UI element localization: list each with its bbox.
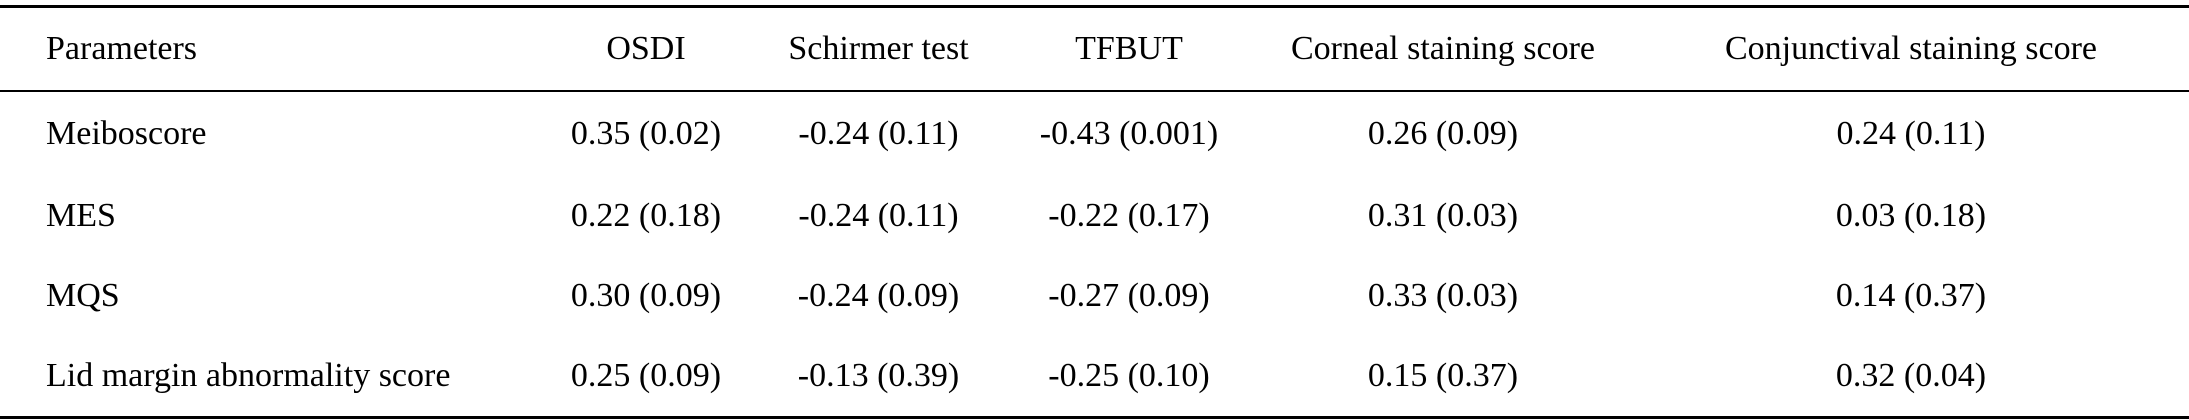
- cell-osdi: 0.30 (0.09): [540, 256, 752, 336]
- table-row: MQS 0.30 (0.09) -0.24 (0.09) -0.27 (0.09…: [0, 256, 2189, 336]
- table-row: MES 0.22 (0.18) -0.24 (0.11) -0.22 (0.17…: [0, 176, 2189, 256]
- cell-schirmer: -0.24 (0.11): [752, 91, 1005, 176]
- header-corneal-staining: Corneal staining score: [1253, 7, 1633, 92]
- table-row: Meiboscore 0.35 (0.02) -0.24 (0.11) -0.4…: [0, 91, 2189, 176]
- cell-corneal: 0.26 (0.09): [1253, 91, 1633, 176]
- cell-corneal: 0.33 (0.03): [1253, 256, 1633, 336]
- cell-conjunctival: 0.24 (0.11): [1633, 91, 2189, 176]
- table-header-row: Parameters OSDI Schirmer test TFBUT Corn…: [0, 7, 2189, 92]
- header-conjunctival-staining: Conjunctival staining score: [1633, 7, 2189, 92]
- cell-corneal: 0.31 (0.03): [1253, 176, 1633, 256]
- header-parameters: Parameters: [0, 7, 540, 92]
- row-label: Lid margin abnormality score: [0, 336, 540, 418]
- table-row: Lid margin abnormality score 0.25 (0.09)…: [0, 336, 2189, 418]
- row-label: MES: [0, 176, 540, 256]
- cell-schirmer: -0.13 (0.39): [752, 336, 1005, 418]
- header-osdi: OSDI: [540, 7, 752, 92]
- cell-osdi: 0.25 (0.09): [540, 336, 752, 418]
- cell-osdi: 0.35 (0.02): [540, 91, 752, 176]
- header-schirmer-test: Schirmer test: [752, 7, 1005, 92]
- correlation-table: Parameters OSDI Schirmer test TFBUT Corn…: [0, 5, 2189, 419]
- cell-osdi: 0.22 (0.18): [540, 176, 752, 256]
- results-table-container: Parameters OSDI Schirmer test TFBUT Corn…: [0, 5, 2189, 419]
- cell-conjunctival: 0.03 (0.18): [1633, 176, 2189, 256]
- cell-tfbut: -0.25 (0.10): [1005, 336, 1253, 418]
- cell-schirmer: -0.24 (0.11): [752, 176, 1005, 256]
- row-label: Meiboscore: [0, 91, 540, 176]
- header-tfbut: TFBUT: [1005, 7, 1253, 92]
- cell-conjunctival: 0.14 (0.37): [1633, 256, 2189, 336]
- cell-conjunctival: 0.32 (0.04): [1633, 336, 2189, 418]
- cell-corneal: 0.15 (0.37): [1253, 336, 1633, 418]
- cell-tfbut: -0.27 (0.09): [1005, 256, 1253, 336]
- cell-schirmer: -0.24 (0.09): [752, 256, 1005, 336]
- cell-tfbut: -0.22 (0.17): [1005, 176, 1253, 256]
- cell-tfbut: -0.43 (0.001): [1005, 91, 1253, 176]
- row-label: MQS: [0, 256, 540, 336]
